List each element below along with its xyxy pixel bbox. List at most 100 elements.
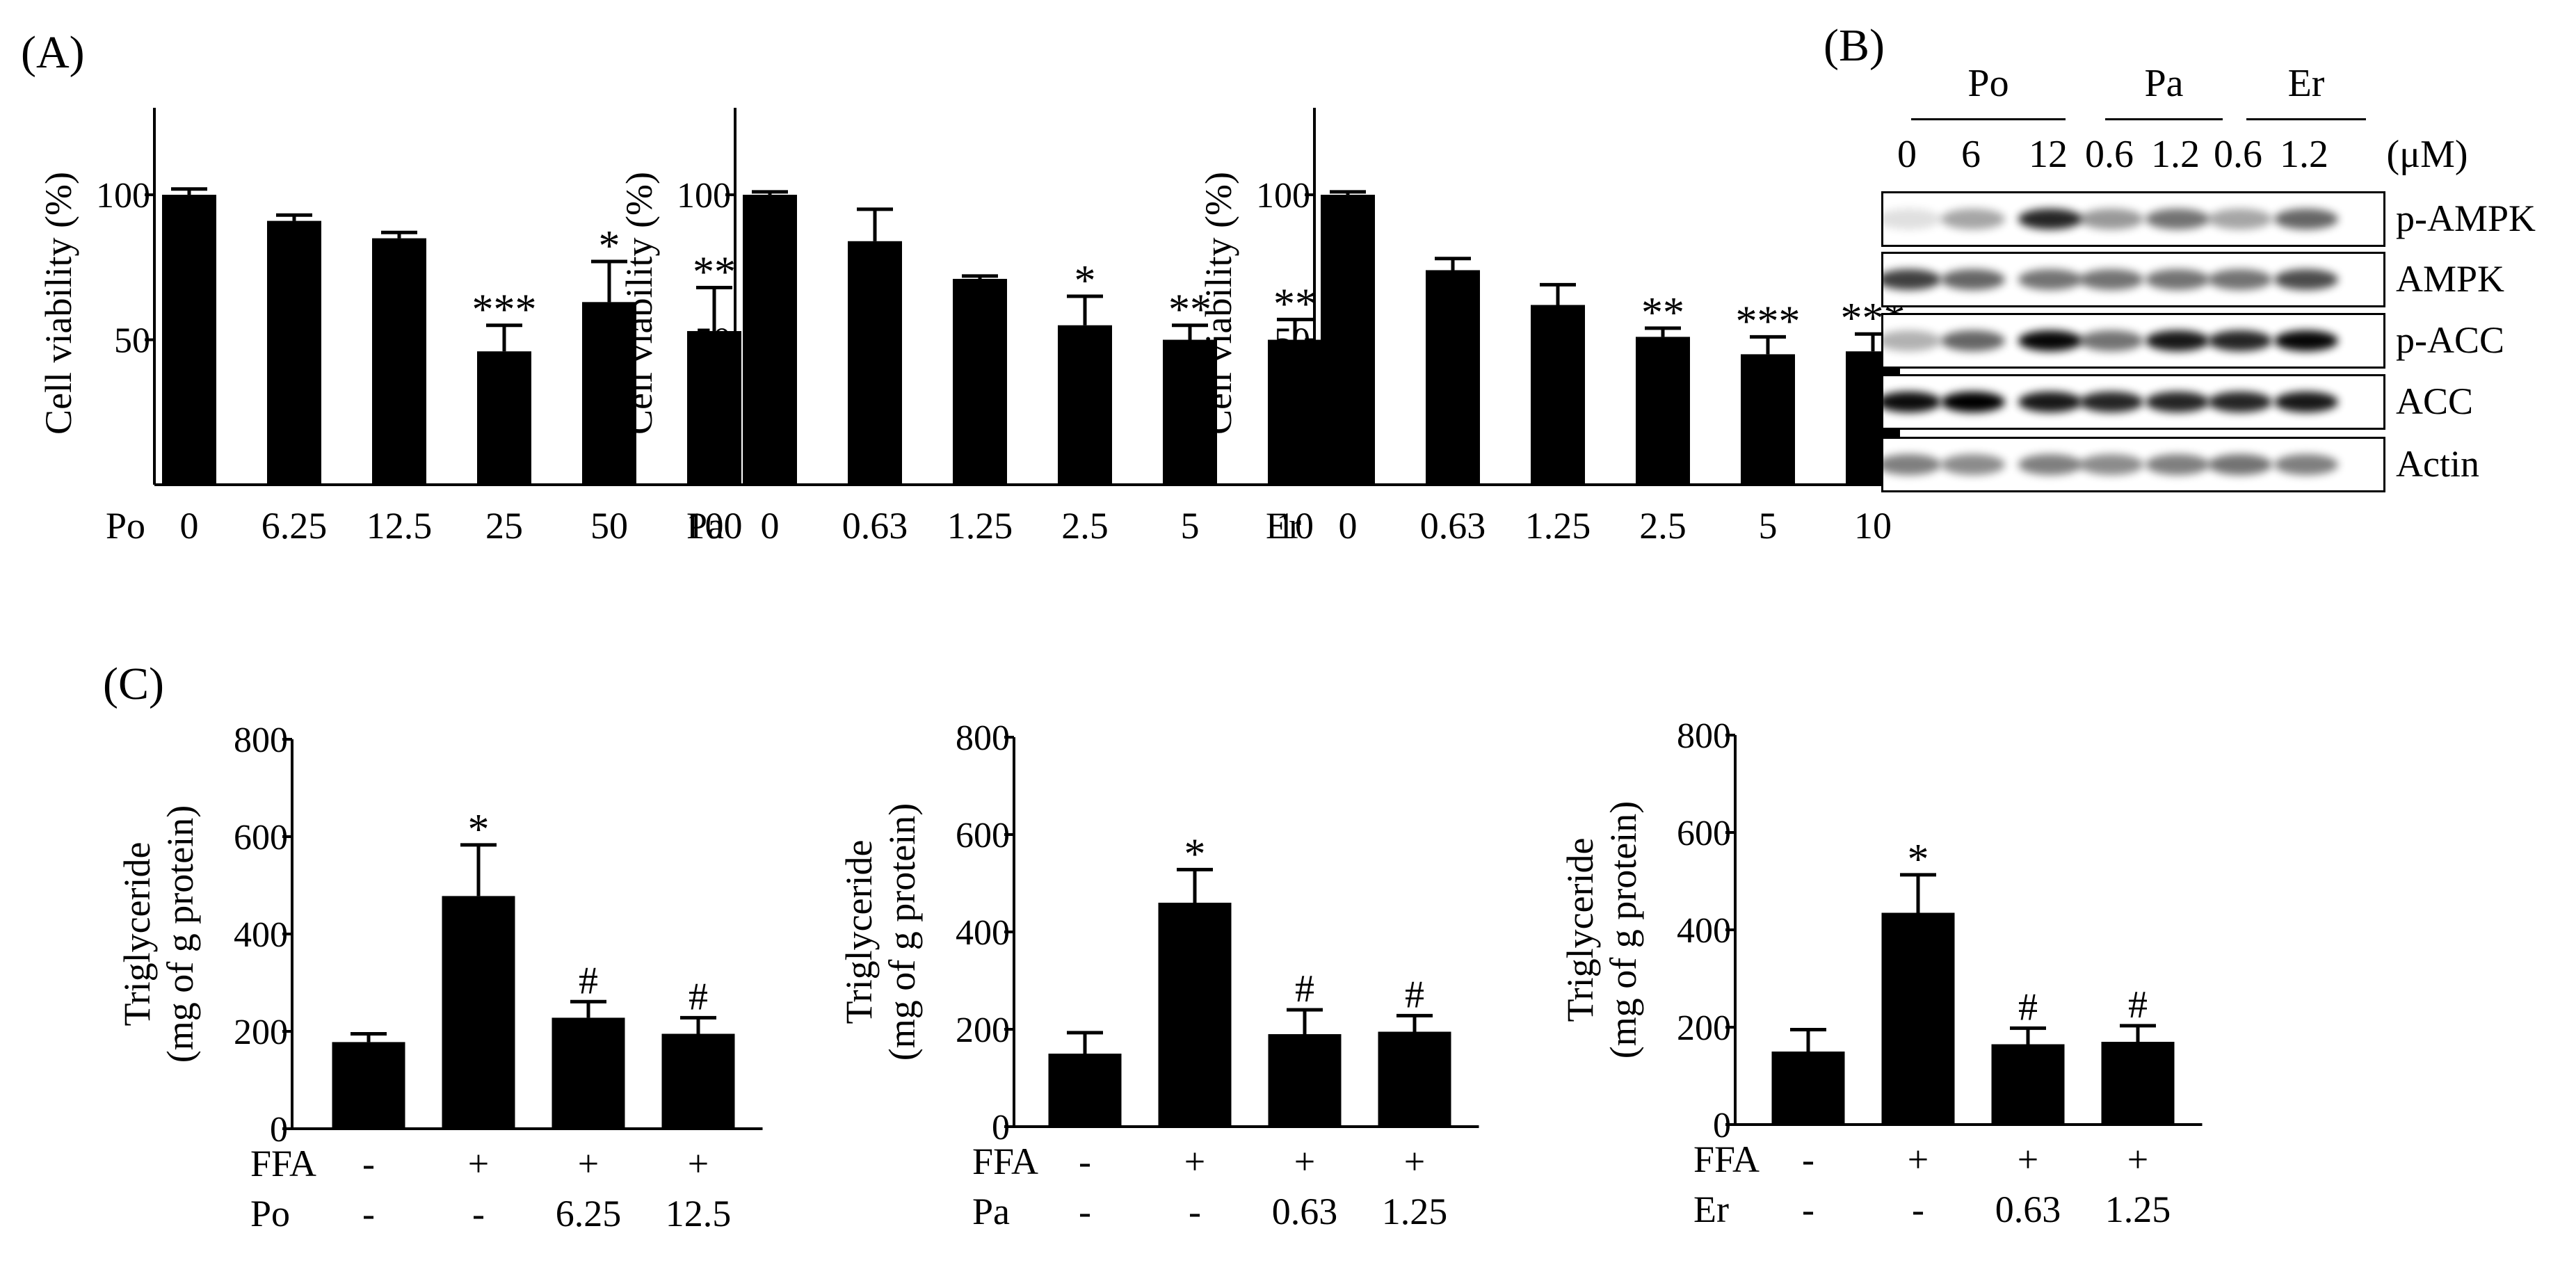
y-axis-title-a2: Cell viability (%): [618, 172, 660, 435]
band-acc-4: [2146, 392, 2209, 412]
treatment-c3-r0-2: +: [2018, 1138, 2038, 1180]
significance-c3-2: #: [2018, 985, 2038, 1029]
band-acc-6: [2274, 392, 2338, 412]
row-label-c2-0: FFA: [972, 1141, 1038, 1182]
band-p-acc-1: [1941, 330, 2005, 351]
x-tick-label-a3-5: 10: [1854, 505, 1892, 547]
x-tick-label-a1-5: 100: [686, 505, 743, 547]
lane-label-2: 12: [2029, 133, 2068, 176]
y-tick-label-c1-4: 800: [234, 720, 288, 760]
band-ampk-4: [2146, 269, 2209, 290]
compound-label-a3: Er: [1266, 505, 1301, 547]
treatment-c2-r0-3: +: [1404, 1141, 1425, 1182]
band-p-ampk-0: [1883, 209, 1941, 230]
band-actin-2: [2018, 454, 2082, 475]
significance-c2-1: *: [1184, 830, 1206, 878]
y-axis-title-c3-line-1: Triglyceride: [1559, 838, 1601, 1022]
blot-p-acc: [1881, 313, 2385, 369]
row-label-c3-1: Er: [1693, 1189, 1729, 1230]
y-tick-label-a1-0: 50: [114, 321, 150, 361]
bar-a2-0: [743, 195, 797, 485]
significance-a1-5: **: [693, 248, 736, 296]
bar-a3-3: [1636, 337, 1690, 485]
x-tick-label-a1-2: 12.5: [367, 505, 433, 547]
bar-a1-0: [162, 195, 216, 485]
x-tick-label-a3-4: 5: [1759, 505, 1778, 547]
bar-a3-1: [1426, 270, 1480, 485]
compound-label-a1: Po: [106, 505, 145, 547]
blot-label-p-ampk: p-AMPK: [2396, 198, 2536, 239]
bar-c3-2: [1991, 1044, 2065, 1125]
y-tick-label-c1-0: 0: [270, 1110, 288, 1150]
bar-c3-3: [2101, 1042, 2175, 1125]
band-acc-3: [2079, 392, 2143, 412]
band-p-acc-4: [2146, 330, 2209, 351]
significance-a1-3: ***: [472, 287, 537, 334]
treatment-c2-r1-3: 1.25: [1382, 1191, 1448, 1232]
bar-a1-1: [267, 220, 321, 485]
y-tick-label-c3-3: 600: [1677, 814, 1731, 853]
treatment-c1-r0-0: -: [362, 1143, 375, 1184]
y-axis-title-c2-line-2: (mg of g protein): [881, 803, 923, 1061]
band-p-ampk-4: [2146, 209, 2209, 230]
bar-a2-2: [953, 278, 1007, 485]
band-actin-4: [2146, 454, 2209, 475]
y-tick-label-a2-0: 50: [695, 321, 731, 361]
bar-c1-0: [332, 1042, 405, 1129]
x-tick-label-a1-3: 25: [485, 505, 523, 547]
bar-a2-4: [1163, 339, 1217, 485]
lane-label-6: 1.2: [2280, 133, 2328, 176]
band-p-acc-6: [2274, 330, 2338, 351]
x-tick-label-a3-2: 1.25: [1525, 505, 1591, 547]
treatment-c2-r0-1: +: [1184, 1141, 1205, 1182]
treatment-c2-r0-2: +: [1294, 1141, 1315, 1182]
band-ampk-0: [1883, 269, 1941, 290]
y-tick-label-c1-3: 600: [234, 818, 288, 858]
treatment-c2-r1-0: -: [1079, 1191, 1091, 1232]
band-p-ampk-2: [2018, 209, 2082, 230]
band-p-ampk-5: [2208, 209, 2272, 230]
panel-label-a: (A): [21, 27, 85, 78]
band-actin-6: [2274, 454, 2338, 475]
blot-ampk: [1881, 252, 2385, 307]
treatment-c1-r0-3: +: [688, 1143, 709, 1184]
treatment-c3-r1-3: 1.25: [2105, 1189, 2171, 1230]
y-axis-title-c3-line-2: (mg of g protein): [1602, 801, 1644, 1058]
band-ampk-2: [2018, 269, 2082, 290]
lane-label-0: 0: [1897, 133, 1917, 176]
y-tick-label-a3-1: 100: [1256, 176, 1310, 216]
y-axis-title-a1: Cell viability (%): [38, 172, 79, 435]
panel-label-b: (B): [1824, 20, 1885, 71]
y-tick-label-c3-1: 200: [1677, 1008, 1731, 1048]
treatment-c1-r1-2: 6.25: [556, 1193, 622, 1234]
group-label-po: Po: [1967, 62, 2009, 105]
band-ampk-6: [2274, 269, 2338, 290]
blot-label-actin: Actin: [2396, 443, 2479, 485]
bar-a1-5: [687, 331, 741, 485]
blot-label-acc: ACC: [2396, 380, 2474, 422]
x-tick-label-a2-5: 10: [1276, 505, 1314, 547]
bar-a1-4: [582, 302, 636, 485]
blot-label-p-acc: p-ACC: [2396, 319, 2505, 361]
y-tick-label-a3-0: 50: [1274, 321, 1310, 361]
blot-p-ampk: [1881, 191, 2385, 247]
bar-c2-2: [1268, 1034, 1342, 1127]
x-tick-label-a3-1: 0.63: [1420, 505, 1486, 547]
treatment-c3-r0-1: +: [1908, 1138, 1929, 1180]
significance-c1-3: #: [689, 975, 708, 1018]
blot-acc: [1881, 374, 2385, 430]
x-tick-label-a3-3: 2.5: [1639, 505, 1687, 547]
band-acc-1: [1941, 392, 2005, 412]
bar-a3-0: [1321, 195, 1375, 485]
treatment-c3-r0-0: -: [1802, 1138, 1814, 1180]
band-p-acc-5: [2208, 330, 2272, 351]
significance-c1-1: *: [468, 806, 490, 853]
group-line-pa: [2105, 118, 2223, 120]
significance-c1-2: #: [579, 959, 598, 1002]
band-ampk-3: [2079, 269, 2143, 290]
blot-label-ampk: AMPK: [2396, 258, 2505, 300]
band-actin-5: [2208, 454, 2272, 475]
bar-c2-0: [1048, 1054, 1122, 1127]
significance-a3-3: **: [1641, 289, 1684, 337]
